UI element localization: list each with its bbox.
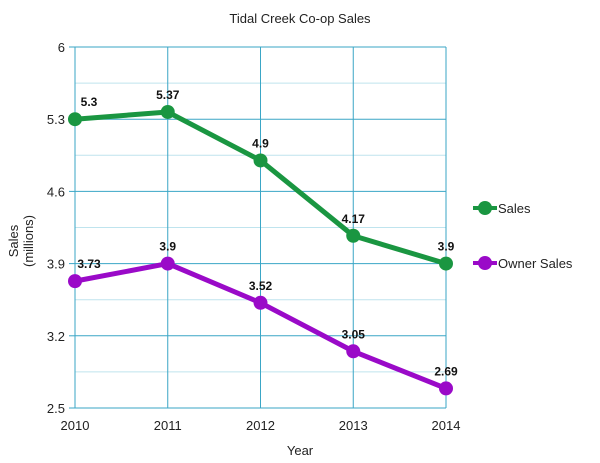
legend-marker xyxy=(478,256,492,270)
legend-item: Owner Sales xyxy=(473,256,573,271)
data-label: 5.3 xyxy=(81,95,98,109)
x-tick-label: 2010 xyxy=(61,418,90,433)
chart-title: Tidal Creek Co-op Sales xyxy=(229,11,371,26)
x-tick-label: 2014 xyxy=(432,418,461,433)
grid xyxy=(69,46,447,409)
x-axis-label: Year xyxy=(287,443,314,458)
data-point xyxy=(439,381,453,396)
data-label: 3.9 xyxy=(438,240,455,254)
data-label: 5.37 xyxy=(156,88,180,102)
legend-label: Owner Sales xyxy=(498,256,573,271)
y-axis-label: Sales(millions) xyxy=(6,215,36,267)
data-point xyxy=(346,344,361,359)
data-label: 4.17 xyxy=(342,212,366,226)
data-point xyxy=(160,104,175,119)
x-tick-label: 2011 xyxy=(154,418,182,433)
series-owner-sales: 3.73 3.9 3.52 3.05 2.69 xyxy=(68,240,458,396)
y-tick-label: 3.9 xyxy=(47,257,65,272)
x-axis-ticks: 2010 2011 2012 2013 2014 xyxy=(61,418,461,433)
y-tick-label: 2.5 xyxy=(47,401,65,416)
x-tick-label: 2013 xyxy=(339,418,368,433)
series-group: 5.3 5.37 4.9 4.17 3.9 3.73 3.9 3.52 3.05 2.69 xyxy=(68,88,458,396)
legend: Sales Owner Sales xyxy=(473,201,573,271)
data-label: 3.05 xyxy=(342,327,366,341)
data-point xyxy=(160,256,175,271)
data-point xyxy=(68,274,82,289)
y-tick-label: 3.2 xyxy=(47,329,65,344)
series-sales: 5.3 5.37 4.9 4.17 3.9 xyxy=(68,88,455,271)
x-tick-label: 2012 xyxy=(246,418,275,433)
y-axis-label-line: Sales xyxy=(6,224,21,257)
y-axis-label-line: (millions) xyxy=(21,215,36,267)
y-axis-ticks: 2.5 3.2 3.9 4.6 5.3 6 xyxy=(47,40,65,416)
data-label: 3.52 xyxy=(249,279,273,293)
data-label: 4.9 xyxy=(252,136,269,150)
data-label: 3.73 xyxy=(77,257,101,271)
y-tick-label: 6 xyxy=(58,40,65,55)
legend-label: Sales xyxy=(498,201,531,216)
y-tick-label: 5.3 xyxy=(47,112,65,127)
y-tick-label: 4.6 xyxy=(47,184,65,199)
legend-marker xyxy=(478,201,492,215)
data-point xyxy=(439,256,453,271)
data-point xyxy=(253,295,268,310)
data-point xyxy=(346,228,361,243)
data-point xyxy=(68,112,82,127)
legend-item: Sales xyxy=(473,201,531,216)
data-label: 3.9 xyxy=(159,240,176,254)
data-point xyxy=(253,153,268,168)
data-label: 2.69 xyxy=(434,364,458,378)
